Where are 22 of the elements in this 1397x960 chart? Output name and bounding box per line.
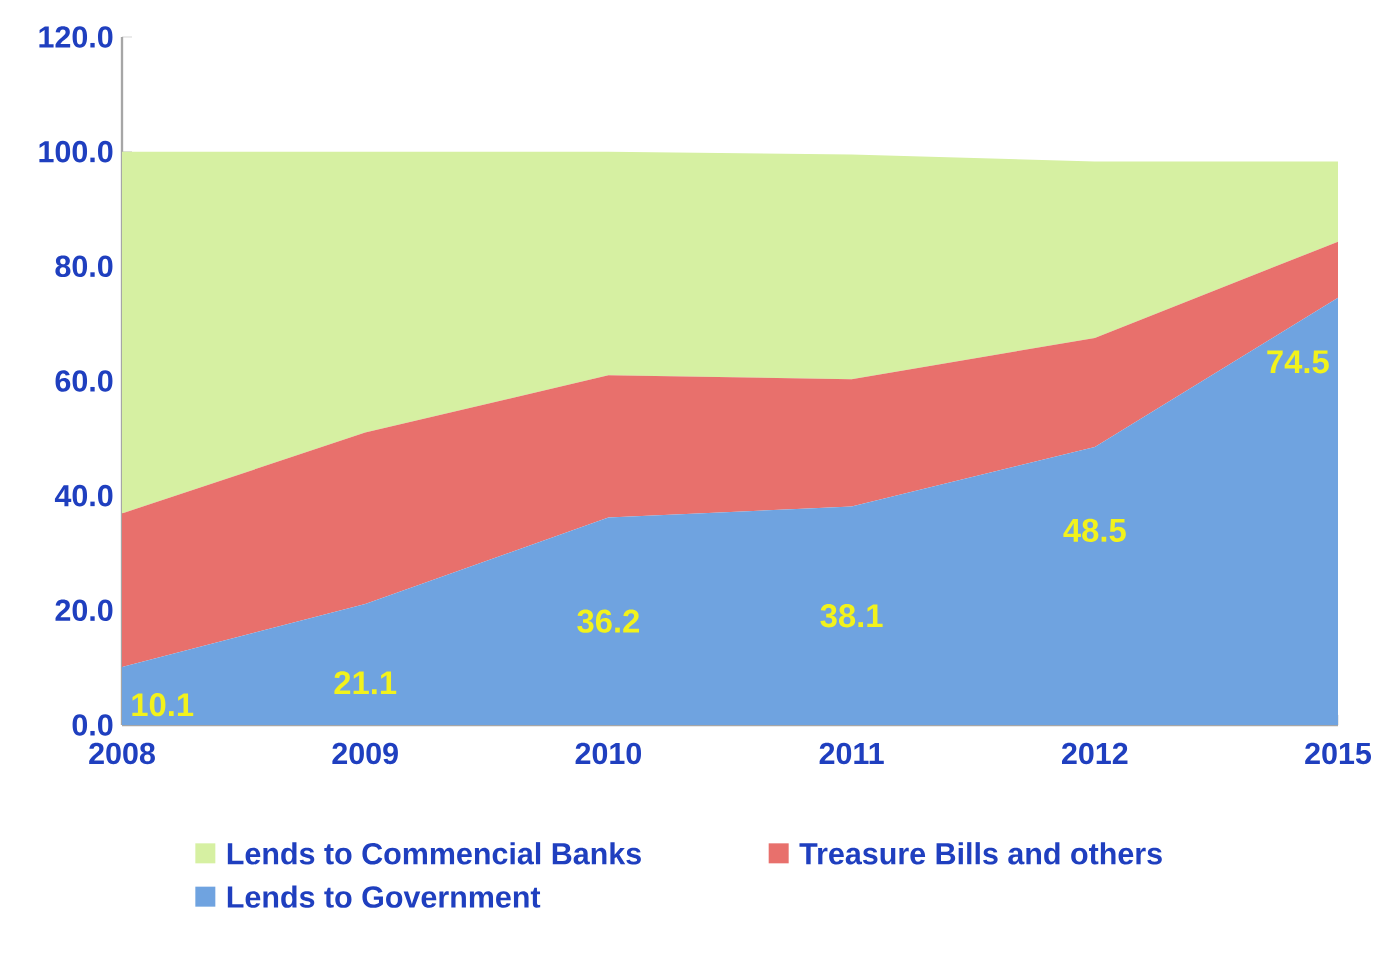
x-tick-label: 2010: [575, 742, 642, 765]
data-label: 36.2: [577, 609, 640, 633]
y-tick-label: 0.0: [72, 714, 113, 736]
x-tick-label: 2015: [1305, 742, 1372, 765]
y-tick-label: 120.0: [39, 26, 113, 48]
x-tick-label: 2009: [332, 742, 398, 765]
legend-label: Treasure Bills and others: [799, 842, 1162, 865]
y-tick-label: 40.0: [54, 484, 113, 507]
y-tick-label: 100.0: [39, 140, 113, 163]
data-label: 38.1: [820, 604, 883, 628]
x-tick-label: 2011: [819, 742, 884, 765]
x-tick-label: 2008: [89, 742, 155, 765]
x-tick-label: 2012: [1061, 742, 1128, 765]
y-tick-label: 80.0: [55, 255, 113, 278]
legend-label: Lends to Government: [227, 885, 541, 908]
data-label: 48.5: [1063, 518, 1126, 542]
y-tick-label: 20.0: [55, 599, 113, 622]
data-label: 21.1: [334, 671, 397, 695]
y-tick-label: 60.0: [55, 370, 113, 392]
data-label: 10.1: [132, 693, 194, 717]
legend-label: Lends to Commencial Banks: [227, 842, 641, 865]
data-label: 74.5: [1267, 350, 1329, 374]
